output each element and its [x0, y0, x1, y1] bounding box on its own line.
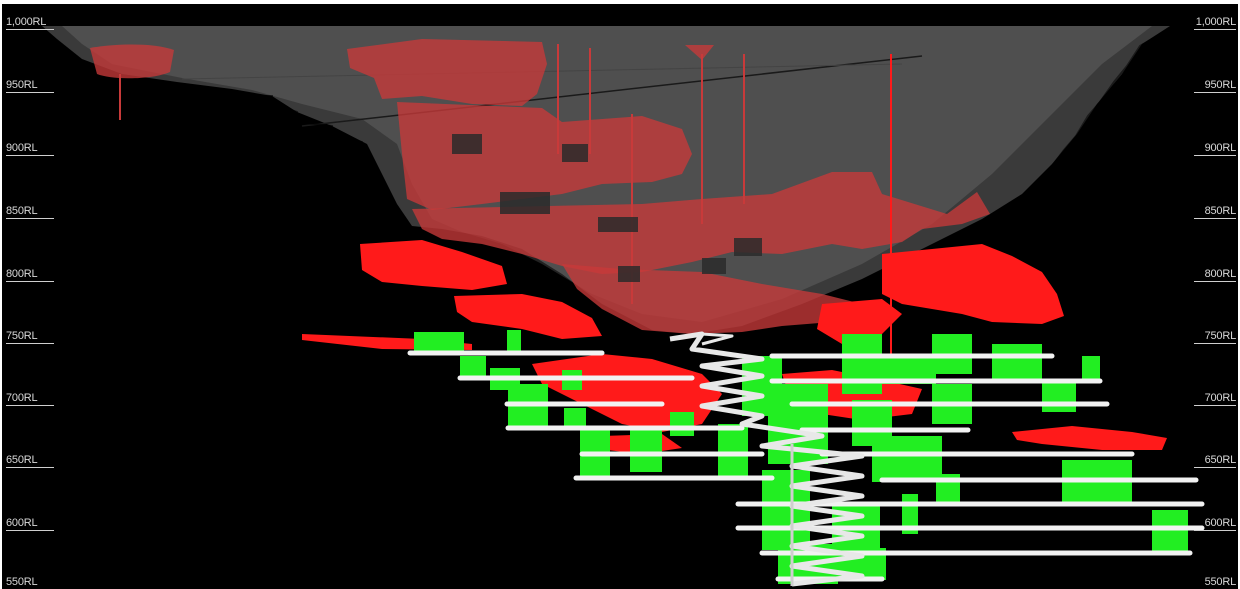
- void-block: [598, 217, 638, 232]
- rl-label: 950RL: [1194, 79, 1236, 93]
- stope-body: [360, 240, 507, 290]
- stope-block: [1042, 382, 1076, 412]
- decline-path: [701, 332, 734, 346]
- decline-path: [669, 331, 865, 587]
- void-block: [562, 144, 588, 162]
- stope-body: [1012, 426, 1167, 450]
- rl-label: 900RL: [6, 142, 54, 156]
- rl-label: 1,000RL: [6, 16, 54, 30]
- rl-label: 850RL: [1194, 205, 1236, 219]
- stope-block: [992, 344, 1042, 382]
- void-block: [618, 266, 640, 282]
- stope-block: [842, 334, 882, 394]
- void-block: [452, 134, 482, 154]
- rl-label: 750RL: [6, 330, 54, 344]
- rl-label: 900RL: [1194, 142, 1236, 156]
- stope-body: [817, 299, 902, 344]
- rl-label: 650RL: [1194, 454, 1236, 468]
- stope-block: [507, 330, 521, 354]
- rl-label: 600RL: [1194, 517, 1236, 531]
- stope-body: [397, 102, 692, 210]
- stope-body: [90, 44, 174, 79]
- stope-block: [630, 428, 662, 472]
- void-block: [500, 192, 550, 214]
- rl-label: 550RL: [1194, 576, 1237, 589]
- pit-benches-right: [985, 38, 1153, 223]
- rl-label: 850RL: [6, 205, 54, 219]
- mine-longsection-view: [42, 26, 1205, 587]
- stope-body: [347, 39, 547, 106]
- rl-label: 950RL: [6, 79, 54, 93]
- stope-block: [564, 408, 586, 428]
- rl-label: 800RL: [6, 268, 54, 282]
- rl-label: 650RL: [6, 454, 54, 468]
- stope-body: [882, 244, 1064, 324]
- mine-section-viewport: 1,000RL 950RL 900RL 850RL 800RL 750RL 70…: [2, 4, 1238, 589]
- rl-label: 800RL: [1194, 268, 1236, 282]
- stope-body: [685, 45, 714, 60]
- pit-benches-left: [231, 90, 403, 227]
- stope-voids: [452, 134, 762, 282]
- stope-body: [454, 294, 602, 339]
- stope-block: [670, 412, 694, 436]
- rl-label: 550RL: [6, 576, 54, 589]
- stope-block: [1152, 510, 1188, 554]
- stope-block: [872, 436, 942, 482]
- rl-label: 700RL: [1194, 392, 1236, 406]
- rl-label: 750RL: [1194, 330, 1236, 344]
- rl-label: 1,000RL: [1194, 16, 1236, 30]
- void-block: [734, 238, 762, 256]
- stope-block: [1082, 356, 1100, 382]
- decline-ramp: [669, 331, 865, 587]
- void-block: [702, 258, 726, 274]
- stope-block: [414, 332, 464, 354]
- rl-label: 600RL: [6, 517, 54, 531]
- rl-label: 700RL: [6, 392, 54, 406]
